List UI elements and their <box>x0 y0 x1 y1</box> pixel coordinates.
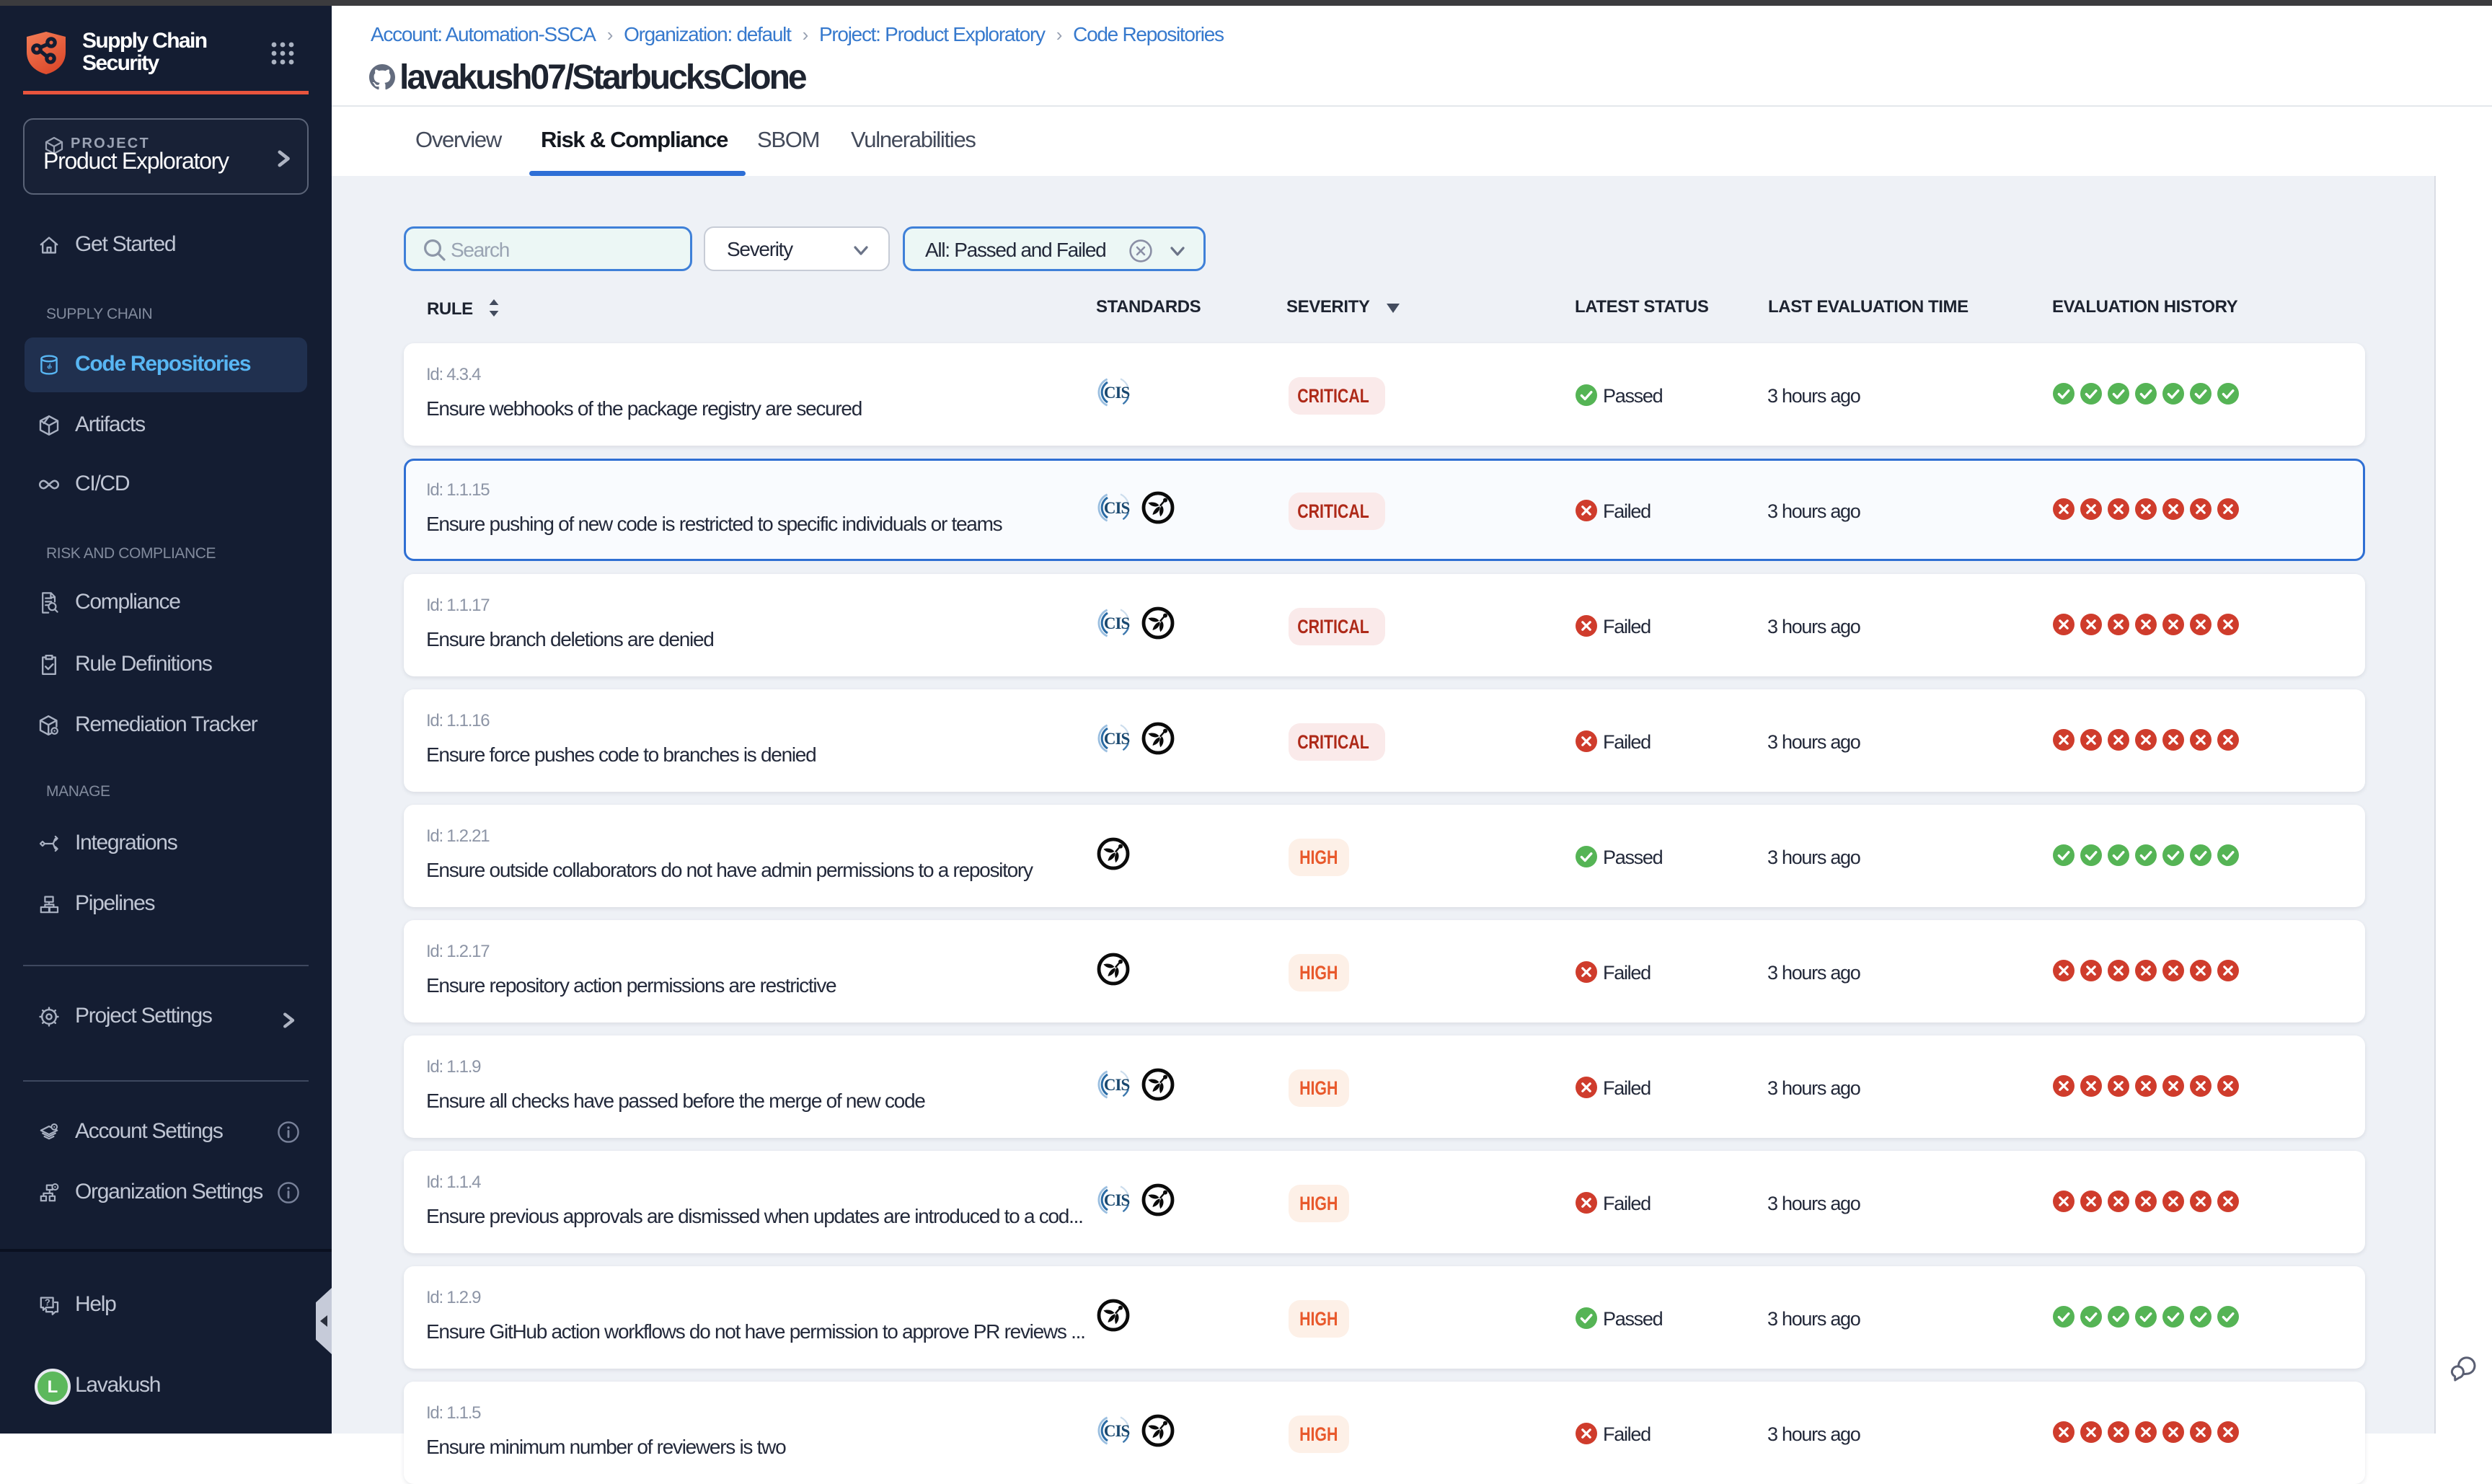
svg-text:?: ? <box>45 1297 50 1307</box>
svg-text:CIS: CIS <box>1104 1422 1130 1440</box>
svg-text:CIS: CIS <box>1104 730 1130 748</box>
svg-text:CIS: CIS <box>1104 384 1130 402</box>
svg-text:CIS: CIS <box>1104 614 1130 632</box>
svg-text:CIS: CIS <box>1104 1076 1130 1094</box>
svg-text:‹/›: ‹/› <box>47 363 52 371</box>
svg-text:CIS: CIS <box>1104 499 1130 517</box>
svg-text:CIS: CIS <box>1104 1191 1130 1209</box>
